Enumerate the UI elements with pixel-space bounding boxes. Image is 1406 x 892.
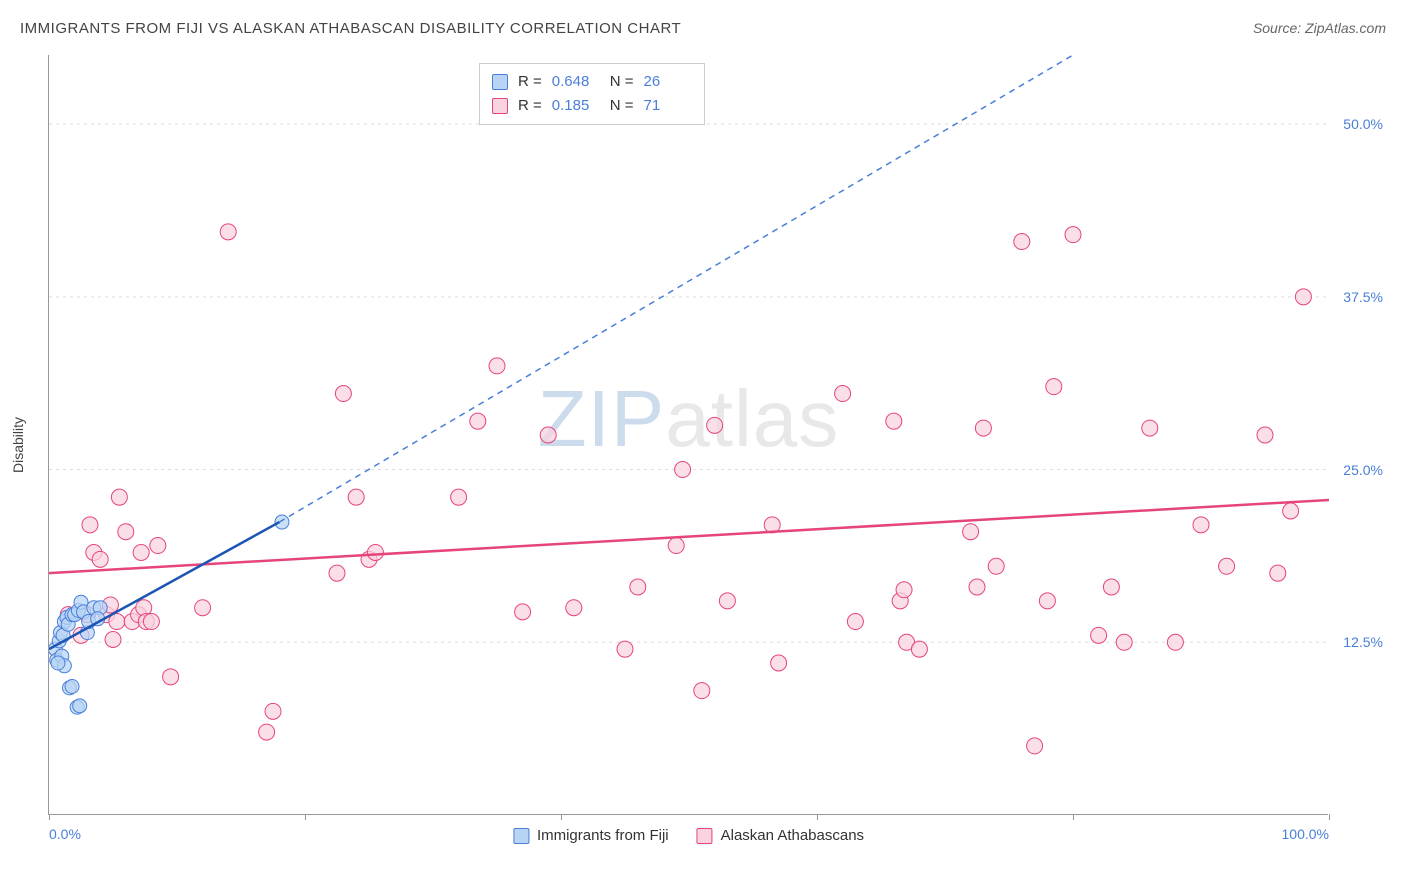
x-tick [1073, 814, 1074, 820]
x-tick-label: 100.0% [1282, 826, 1329, 842]
x-tick [49, 814, 50, 820]
y-axis-label: Disability [10, 417, 26, 473]
data-point [143, 614, 159, 630]
data-point [835, 386, 851, 402]
data-point [566, 600, 582, 616]
data-point [1014, 234, 1030, 250]
bottom-legend: Immigrants from Fiji Alaskan Athabascans [513, 827, 864, 844]
data-point [118, 524, 134, 540]
data-point [150, 538, 166, 554]
data-point [886, 413, 902, 429]
athabascan-legend-label: Alaskan Athabascans [721, 827, 864, 844]
data-point [489, 358, 505, 374]
n-label: N = [610, 94, 634, 118]
data-point [515, 604, 531, 620]
athabascan-swatch-icon [492, 98, 508, 114]
data-point [847, 614, 863, 630]
r-label: R = [518, 94, 542, 118]
data-point [1103, 579, 1119, 595]
fiji-n-value: 26 [644, 70, 692, 94]
data-point [82, 517, 98, 533]
data-point [630, 579, 646, 595]
fiji-r-value: 0.648 [552, 70, 600, 94]
data-point [133, 544, 149, 560]
data-point [259, 724, 275, 740]
data-point [969, 579, 985, 595]
data-point [1116, 634, 1132, 650]
chart-area: Disability ZIPatlas R = 0.648 N = 26 R =… [48, 55, 1388, 835]
data-point [335, 386, 351, 402]
y-tick-label: 12.5% [1343, 634, 1383, 650]
data-point [1065, 227, 1081, 243]
data-point [1167, 634, 1183, 650]
x-tick [817, 814, 818, 820]
data-point [1257, 427, 1273, 443]
stats-legend-box: R = 0.648 N = 26 R = 0.185 N = 71 [479, 63, 705, 125]
athabascan-swatch-icon [697, 828, 713, 844]
data-point [988, 558, 1004, 574]
data-point [1219, 558, 1235, 574]
data-point [1046, 379, 1062, 395]
trend-line [49, 500, 1329, 573]
data-point [1027, 738, 1043, 754]
data-point [1295, 289, 1311, 305]
data-point [111, 489, 127, 505]
chart-title: IMMIGRANTS FROM FIJI VS ALASKAN ATHABASC… [20, 20, 681, 37]
data-point [195, 600, 211, 616]
data-point [92, 551, 108, 567]
plot-svg [49, 55, 1329, 815]
fiji-swatch-icon [513, 828, 529, 844]
data-point [1283, 503, 1299, 519]
data-point [694, 683, 710, 699]
x-tick [1329, 814, 1330, 820]
legend-item-athabascan: Alaskan Athabascans [697, 827, 864, 844]
athabascan-n-value: 71 [644, 94, 692, 118]
plot-region: ZIPatlas R = 0.648 N = 26 R = 0.185 N = … [48, 55, 1328, 815]
data-point [105, 632, 121, 648]
data-point [329, 565, 345, 581]
data-point [675, 462, 691, 478]
x-tick-label: 0.0% [49, 826, 81, 842]
legend-item-fiji: Immigrants from Fiji [513, 827, 669, 844]
fiji-legend-label: Immigrants from Fiji [537, 827, 669, 844]
y-tick-label: 50.0% [1343, 116, 1383, 132]
data-point [163, 669, 179, 685]
data-point [451, 489, 467, 505]
y-tick-label: 25.0% [1343, 462, 1383, 478]
trend-line [279, 55, 1073, 522]
data-point [348, 489, 364, 505]
data-point [1091, 627, 1107, 643]
n-label: N = [610, 70, 634, 94]
data-point [65, 679, 79, 693]
data-point [367, 544, 383, 560]
data-point [1039, 593, 1055, 609]
data-point [1193, 517, 1209, 533]
data-point [1142, 420, 1158, 436]
stats-row-athabascan: R = 0.185 N = 71 [492, 94, 692, 118]
data-point [265, 703, 281, 719]
data-point [73, 699, 87, 713]
x-tick [561, 814, 562, 820]
data-point [707, 417, 723, 433]
data-point [719, 593, 735, 609]
data-point [668, 538, 684, 554]
fiji-swatch-icon [492, 74, 508, 90]
data-point [771, 655, 787, 671]
data-point [975, 420, 991, 436]
data-point [540, 427, 556, 443]
athabascan-r-value: 0.185 [552, 94, 600, 118]
data-point [617, 641, 633, 657]
data-point [51, 656, 65, 670]
data-point [911, 641, 927, 657]
data-point [220, 224, 236, 240]
y-tick-label: 37.5% [1343, 289, 1383, 305]
data-point [1270, 565, 1286, 581]
data-point [470, 413, 486, 429]
stats-row-fiji: R = 0.648 N = 26 [492, 70, 692, 94]
source-attribution: Source: ZipAtlas.com [1253, 20, 1386, 36]
data-point [963, 524, 979, 540]
x-tick [305, 814, 306, 820]
data-point [896, 582, 912, 598]
r-label: R = [518, 70, 542, 94]
